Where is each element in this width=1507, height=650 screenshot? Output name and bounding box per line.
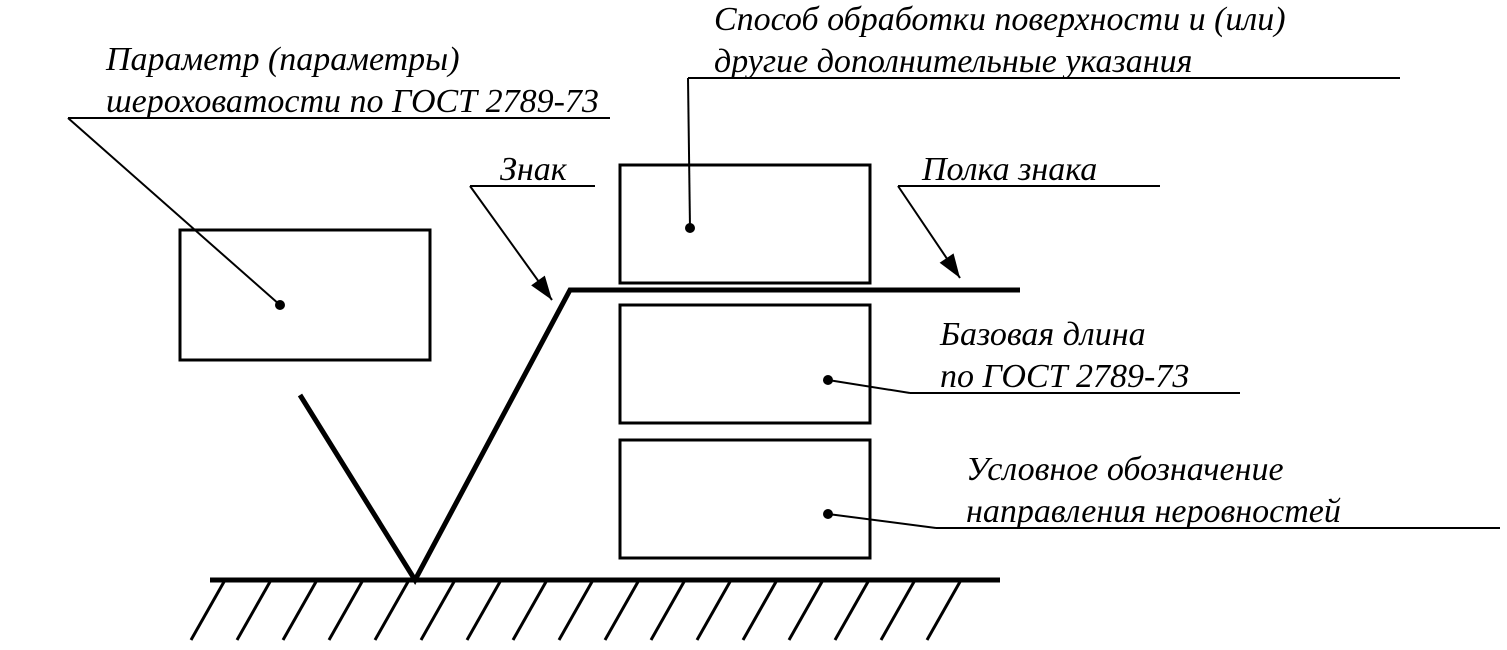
hatch-line bbox=[651, 580, 685, 640]
hatch-line bbox=[283, 580, 317, 640]
label-method: Способ обработки поверхности и (или) друг… bbox=[688, 1, 1400, 80]
leader-dot-icon bbox=[685, 223, 695, 233]
leader-parameter bbox=[68, 118, 280, 305]
label-pattern: Условное обозначение направления неровнос… bbox=[936, 451, 1500, 530]
hatch-line bbox=[421, 580, 455, 640]
leader-dot-icon bbox=[275, 300, 285, 310]
hatch-line bbox=[559, 580, 593, 640]
hatch-line bbox=[881, 580, 915, 640]
hatch-line bbox=[513, 580, 547, 640]
label-parameter: Параметр (параметры) шероховатости по ГОС… bbox=[68, 41, 610, 120]
svg-text:шероховатости по ГОСТ 2789-73: шероховатости по ГОСТ 2789-73 bbox=[106, 83, 599, 120]
svg-text:Параметр (параметры): Параметр (параметры) bbox=[105, 41, 460, 78]
box-pattern bbox=[620, 440, 870, 558]
svg-text:другие дополнительные указания: другие дополнительные указания bbox=[714, 43, 1192, 80]
svg-text:Знак: Знак bbox=[500, 151, 568, 188]
box-method bbox=[620, 165, 870, 283]
hatch-line bbox=[743, 580, 777, 640]
hatch-line bbox=[329, 580, 363, 640]
svg-text:Способ обработки поверхности и: Способ обработки поверхности и (или) bbox=[714, 1, 1286, 38]
leader-dot-icon bbox=[823, 375, 833, 385]
box-base-length bbox=[620, 305, 870, 423]
label-base-length: Базовая длина по ГОСТ 2789-73 bbox=[910, 316, 1240, 395]
hatch-line bbox=[697, 580, 731, 640]
hatch-line bbox=[191, 580, 225, 640]
label-sign: Знак bbox=[470, 151, 595, 188]
hatch-line bbox=[605, 580, 639, 640]
hatch-line bbox=[467, 580, 501, 640]
hatch-line bbox=[927, 580, 961, 640]
svg-text:Условное обозначение: Условное обозначение bbox=[966, 451, 1284, 488]
leader-dot-icon bbox=[823, 509, 833, 519]
hatch-line bbox=[789, 580, 823, 640]
svg-text:Базовая длина: Базовая длина bbox=[939, 316, 1146, 353]
hatch-line bbox=[835, 580, 869, 640]
svg-text:Полка знака: Полка знака bbox=[921, 151, 1097, 188]
hatch-line bbox=[375, 580, 409, 640]
svg-text:направления неровностей: направления неровностей bbox=[966, 493, 1341, 530]
label-shelf: Полка знака bbox=[898, 151, 1160, 188]
svg-text:по ГОСТ 2789-73: по ГОСТ 2789-73 bbox=[940, 358, 1189, 395]
hatch-line bbox=[237, 580, 271, 640]
